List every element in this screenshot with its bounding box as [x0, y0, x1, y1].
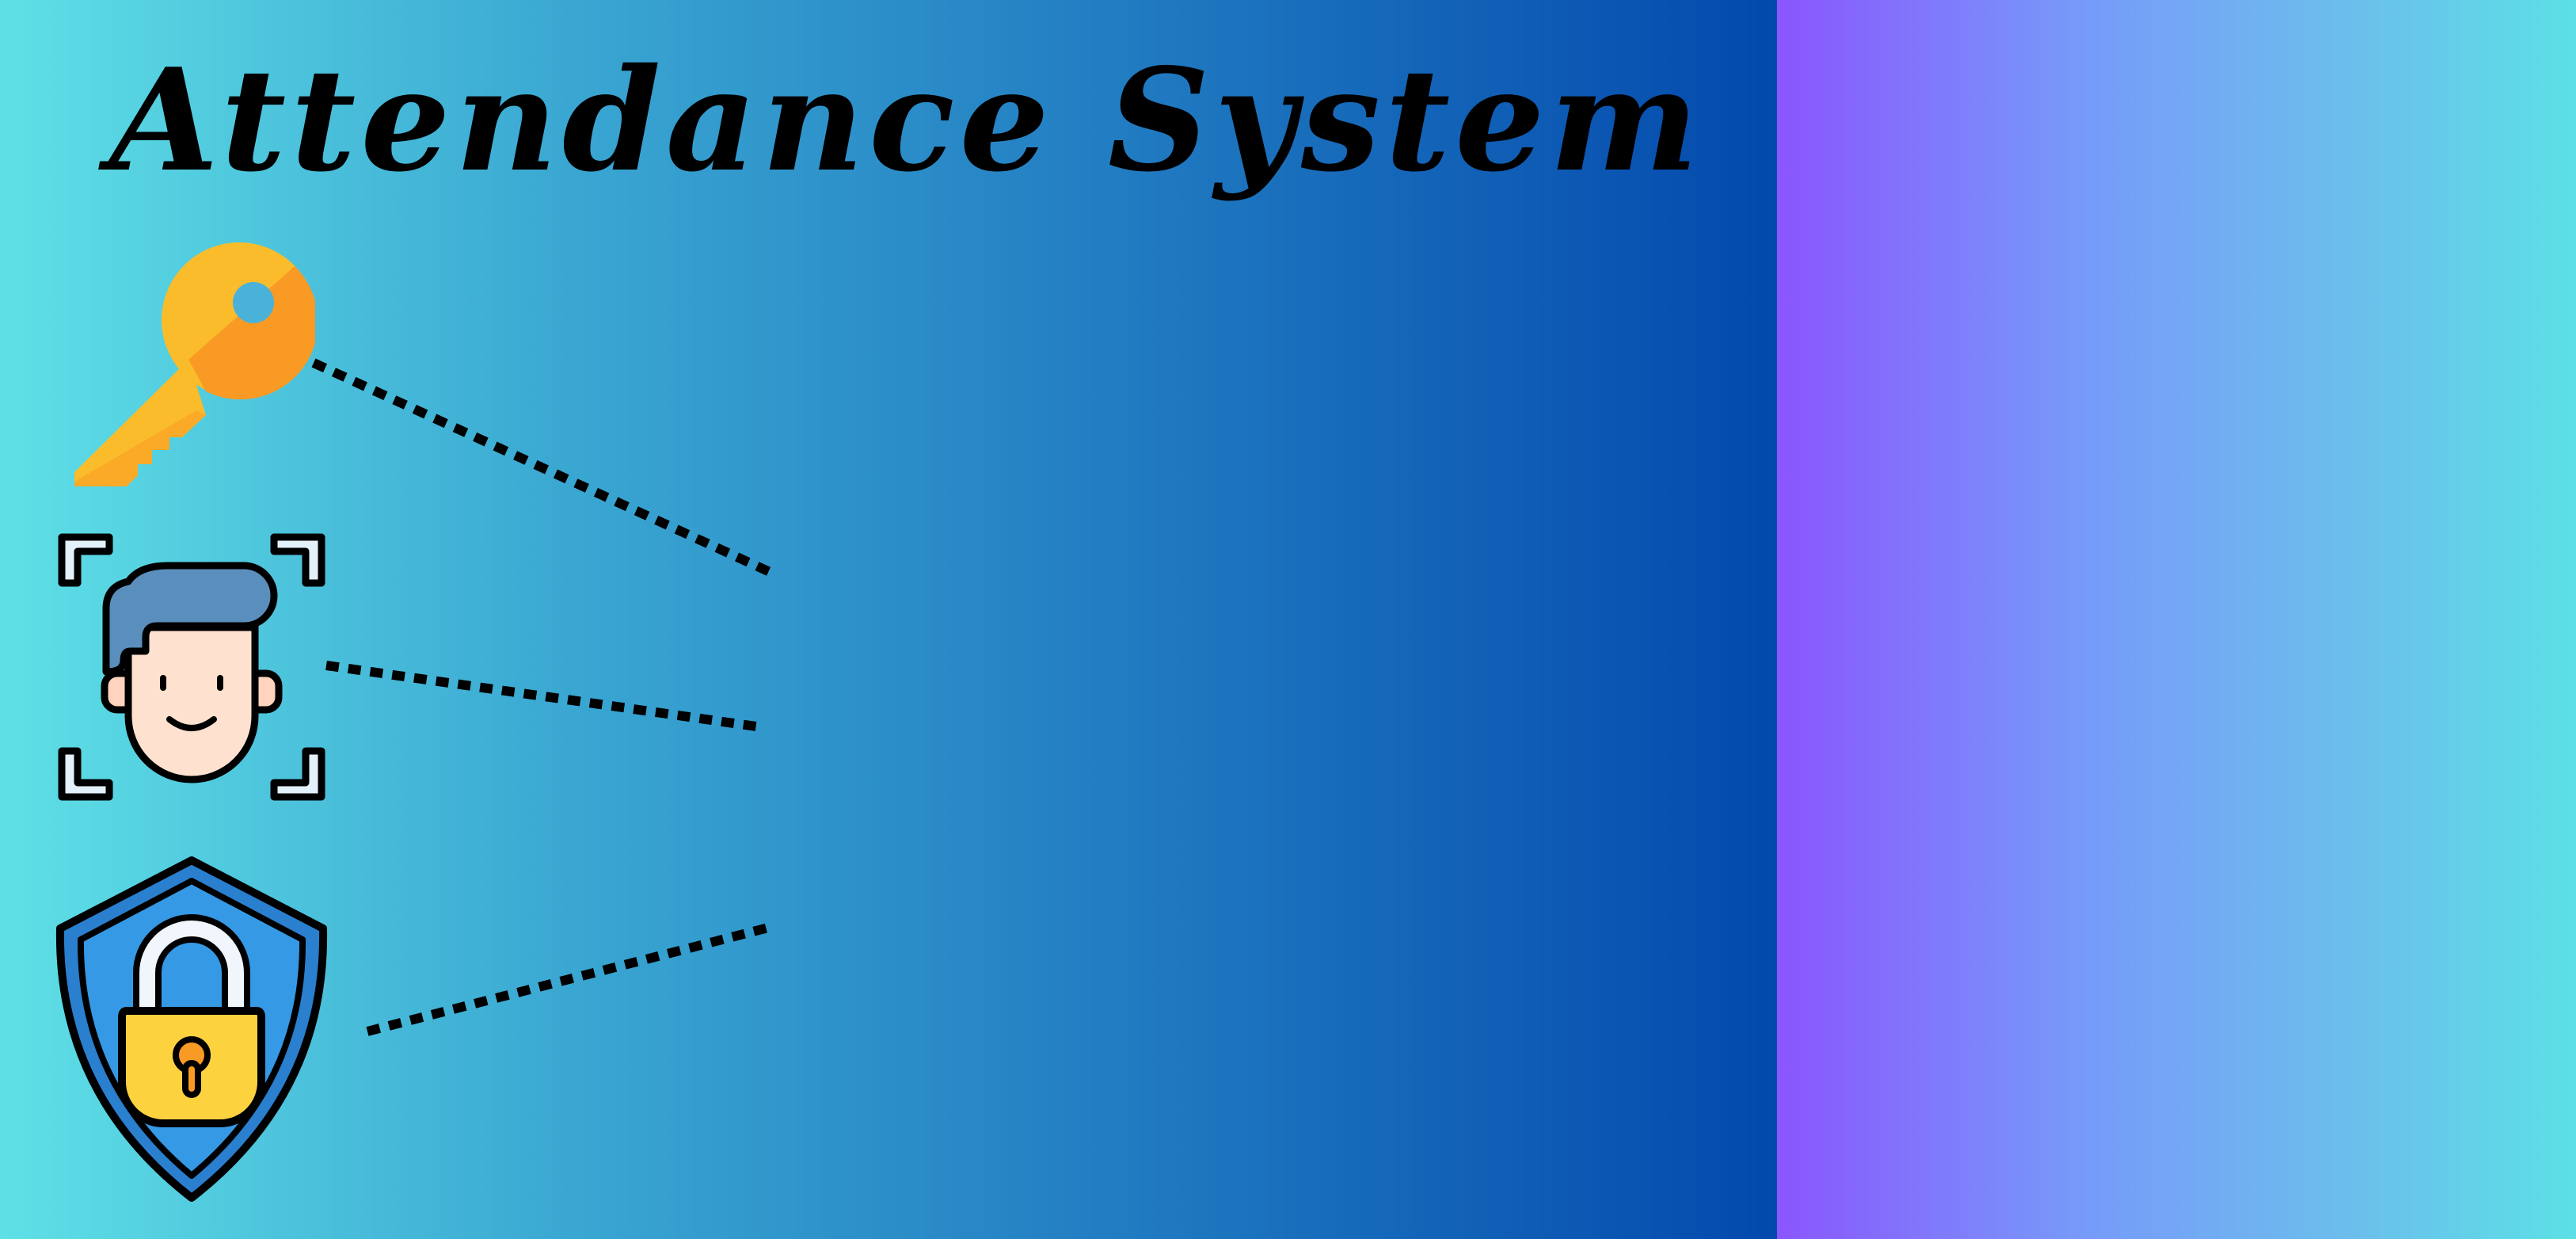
shield-lock-icon: [54, 856, 329, 1204]
connector-line-key: [311, 358, 772, 577]
connector-line-shield: [366, 922, 773, 1036]
right-panel: [1777, 0, 2576, 1239]
connector-line-face: [325, 661, 763, 732]
key-icon: [70, 241, 315, 486]
face-scan-icon: [57, 532, 326, 802]
connector-lines: [311, 358, 773, 1036]
page-title: Attendance System: [109, 37, 1703, 203]
